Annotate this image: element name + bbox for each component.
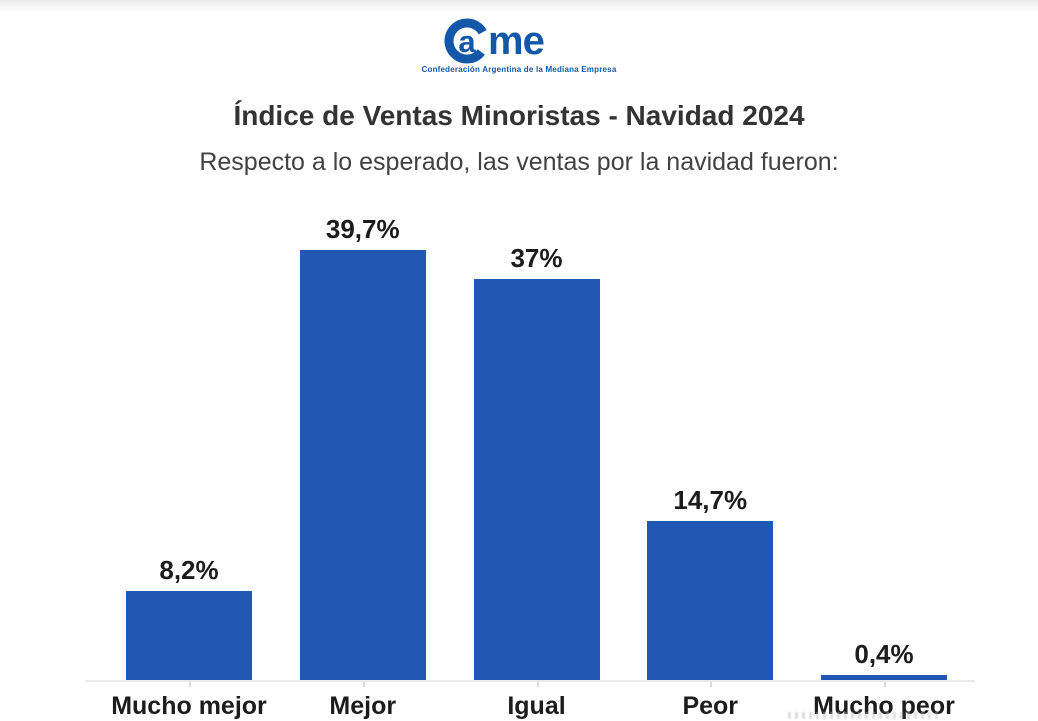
bar-group: 0,4% Mucho peor (813, 213, 955, 720)
axis-tick (362, 680, 365, 687)
bar-value-label: 37% (510, 243, 563, 274)
bar-group: 39,7% Mejor (299, 213, 426, 720)
bar-value-label: 8,2% (159, 555, 219, 586)
bar (299, 250, 426, 680)
svg-text:me: me (488, 19, 544, 63)
chart-title: Índice de Ventas Minoristas - Navidad 20… (233, 100, 805, 131)
bar-group: 14,7% Peor (647, 213, 774, 720)
bar (473, 279, 600, 680)
chart-subtitle: Respecto a lo esperado, las ventas por l… (199, 148, 839, 176)
bar (821, 675, 947, 680)
bar (647, 520, 774, 680)
bar-value-label: 39,7% (325, 214, 400, 245)
bar-group: 8,2% Mucho mejor (111, 213, 267, 720)
bar-series: 8,2% Mucho mejor 39,7% Mejor 37% Igual 14,7% Pe… (111, 213, 955, 720)
axis-tick (710, 680, 713, 687)
bar-value-label: 0,4% (854, 639, 914, 669)
bar-category-label: Mejor (329, 692, 397, 720)
bar-group: 37% Igual (473, 213, 600, 720)
came-logo: a me Confederación Argentina de la Media… (0, 14, 1038, 74)
top-edge-strip (0, 0, 1038, 12)
bar-category-label: Igual (507, 692, 566, 720)
bar-category-label: Mucho peor (813, 692, 955, 720)
bar-category-label: Mucho mejor (111, 692, 267, 720)
svg-text:a: a (458, 24, 476, 59)
cutoff-watermark (788, 712, 938, 719)
bar-category-label: Peor (682, 692, 739, 720)
bar-value-label: 14,7% (673, 484, 748, 515)
x-axis-line (85, 680, 975, 682)
axis-tick (536, 680, 539, 687)
axis-tick (884, 680, 886, 687)
came-logo-icon: a me (444, 18, 545, 64)
axis-tick (189, 680, 191, 687)
bar (126, 591, 252, 680)
came-logo-tagline: Confederación Argentina de la Mediana Em… (421, 65, 617, 74)
